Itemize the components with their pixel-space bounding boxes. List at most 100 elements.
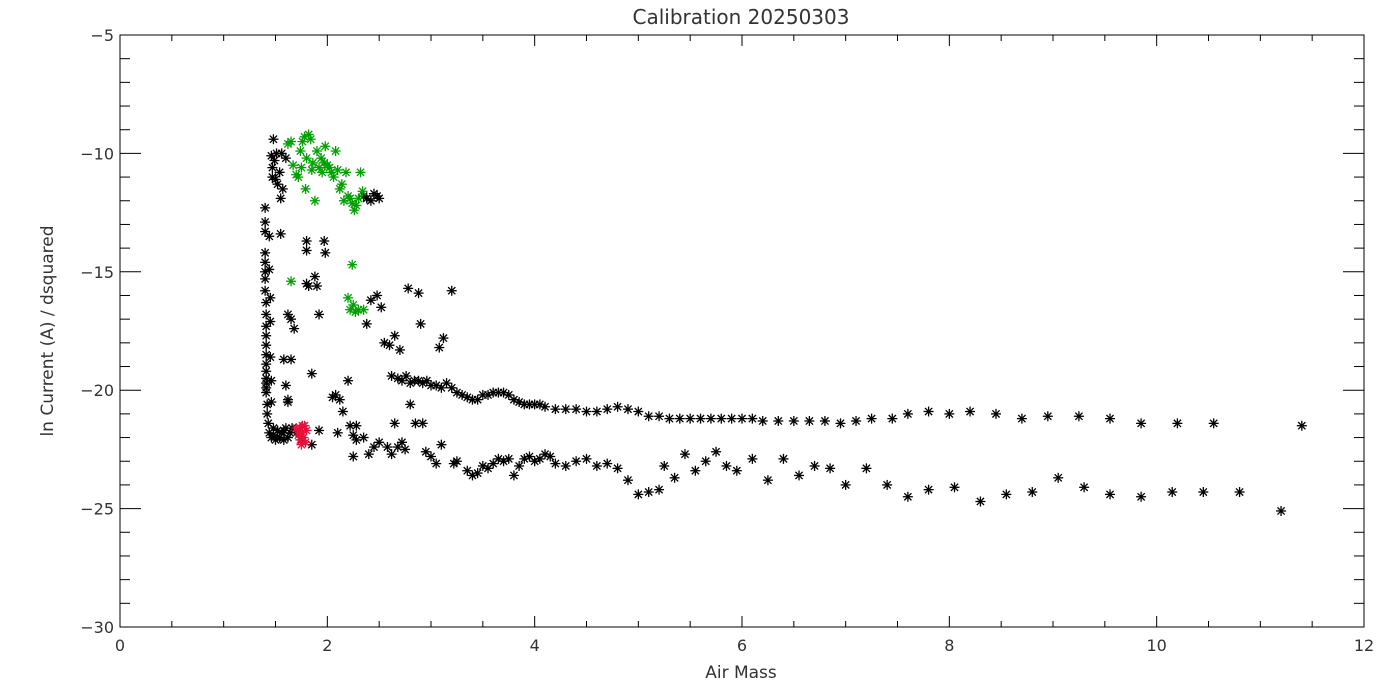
data-point bbox=[353, 193, 364, 204]
data-point bbox=[296, 162, 307, 173]
x-tick-label: 4 bbox=[530, 636, 540, 655]
data-point bbox=[643, 487, 654, 498]
data-point bbox=[306, 368, 317, 379]
data-point bbox=[260, 273, 271, 284]
data-point bbox=[540, 401, 551, 412]
data-point bbox=[861, 463, 872, 474]
data-point bbox=[311, 146, 322, 157]
data-point bbox=[794, 470, 805, 481]
data-point bbox=[278, 425, 289, 436]
plot-border bbox=[119, 34, 1365, 628]
data-point bbox=[386, 449, 397, 460]
data-point bbox=[282, 397, 293, 408]
data-point bbox=[300, 183, 311, 194]
data-point bbox=[695, 413, 706, 424]
data-point bbox=[571, 456, 582, 467]
data-point bbox=[887, 413, 898, 424]
data-point bbox=[1073, 411, 1084, 422]
data-point bbox=[295, 423, 306, 434]
data-point bbox=[394, 344, 405, 355]
data-point bbox=[280, 380, 291, 391]
x-tick-label: 8 bbox=[944, 636, 954, 655]
data-point bbox=[923, 484, 934, 495]
series-2 bbox=[291, 420, 312, 450]
data-point bbox=[309, 195, 320, 206]
data-point bbox=[622, 475, 633, 486]
data-point bbox=[267, 162, 278, 173]
data-point bbox=[319, 236, 330, 247]
data-point bbox=[265, 292, 276, 303]
data-point bbox=[389, 330, 400, 341]
data-point bbox=[1079, 482, 1090, 493]
data-point bbox=[654, 411, 665, 422]
data-point bbox=[348, 451, 359, 462]
y-tick-label: −20 bbox=[80, 381, 114, 400]
data-point bbox=[311, 281, 322, 292]
y-tick-label: −30 bbox=[80, 618, 114, 637]
data-point bbox=[659, 460, 670, 471]
data-point bbox=[260, 202, 271, 213]
data-point bbox=[711, 446, 722, 457]
data-point bbox=[1105, 489, 1116, 500]
data-point bbox=[1105, 413, 1116, 424]
y-tick-label: −10 bbox=[80, 144, 114, 163]
data-point bbox=[514, 460, 525, 471]
data-point bbox=[643, 411, 654, 422]
data-point bbox=[275, 228, 286, 239]
data-point bbox=[355, 167, 366, 178]
data-point bbox=[581, 406, 592, 417]
data-point bbox=[374, 193, 385, 204]
data-point bbox=[612, 463, 623, 474]
data-point bbox=[261, 309, 272, 320]
data-point bbox=[451, 456, 462, 467]
data-point bbox=[446, 285, 457, 296]
data-point bbox=[923, 406, 934, 417]
data-point bbox=[363, 449, 374, 460]
data-point bbox=[365, 295, 376, 306]
data-point bbox=[347, 259, 358, 270]
data-point bbox=[263, 418, 274, 429]
data-point bbox=[840, 479, 851, 490]
x-tick-label: 6 bbox=[737, 636, 747, 655]
data-point bbox=[334, 394, 345, 405]
data-point bbox=[700, 456, 711, 467]
data-point bbox=[295, 146, 306, 157]
data-point bbox=[737, 413, 747, 424]
data-point bbox=[330, 146, 341, 157]
data-point bbox=[351, 420, 362, 431]
data-point bbox=[396, 437, 407, 448]
data-point bbox=[902, 491, 913, 502]
data-point bbox=[314, 309, 325, 320]
data-point bbox=[384, 340, 395, 351]
data-point bbox=[374, 437, 385, 448]
data-point bbox=[866, 413, 877, 424]
data-point bbox=[392, 373, 403, 384]
y-axis-label: ln Current (A) / dsquared bbox=[38, 225, 58, 436]
data-point bbox=[664, 413, 675, 424]
data-point bbox=[317, 167, 328, 178]
data-point bbox=[726, 413, 737, 424]
data-point bbox=[975, 496, 986, 507]
data-point bbox=[336, 179, 347, 190]
plot-frame bbox=[119, 34, 1365, 628]
data-point bbox=[1296, 420, 1307, 431]
data-point bbox=[819, 415, 830, 426]
data-point bbox=[1172, 418, 1183, 429]
data-point bbox=[1234, 487, 1245, 498]
data-point bbox=[405, 399, 416, 410]
data-point bbox=[990, 408, 1001, 419]
data-point bbox=[316, 153, 327, 164]
data-point bbox=[1136, 418, 1147, 429]
data-point bbox=[434, 342, 445, 353]
data-point bbox=[262, 408, 273, 419]
data-point bbox=[731, 465, 742, 476]
data-point bbox=[571, 404, 582, 415]
x-axis: 0 2 4 6 8 10 12 bbox=[115, 35, 1374, 655]
data-point bbox=[788, 415, 799, 426]
x-tick-label: 12 bbox=[1354, 636, 1374, 655]
data-point bbox=[260, 285, 271, 296]
data-point bbox=[296, 439, 307, 450]
data-point bbox=[301, 236, 312, 247]
data-point bbox=[431, 458, 442, 469]
data-point bbox=[401, 370, 412, 381]
